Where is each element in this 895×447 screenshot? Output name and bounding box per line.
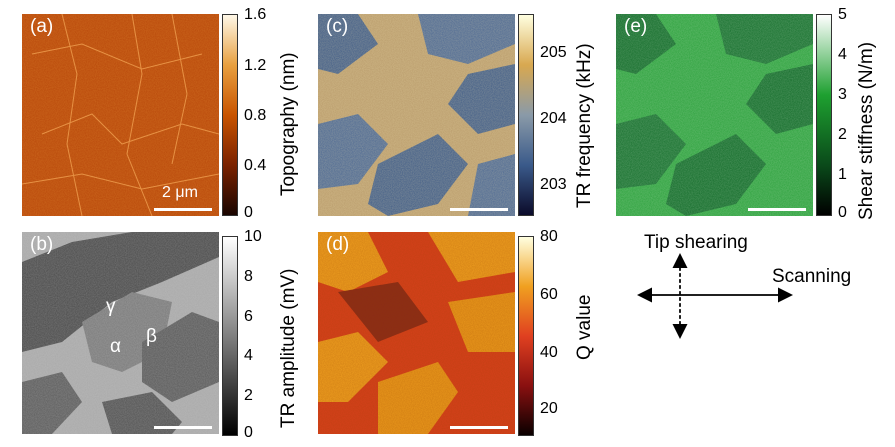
colorbar-label-c: TR frequency (kHz) [574,43,595,208]
panel-label-a: (a) [30,16,54,37]
tick-d-2: 40 [540,344,558,361]
panel-b-amplitude-image: (b) γ α β [22,232,219,434]
direction-arrows [637,253,793,339]
colorbar-a [222,14,238,216]
colorbar-d [518,236,534,436]
tick-c-1: 204 [540,110,567,127]
phase-label-beta: β [146,326,157,347]
tip-shearing-label: Tip shearing [644,232,748,253]
scale-bar [154,208,212,211]
colorbar-label-a: Topography (nm) [278,52,299,196]
tick-b-2: 6 [244,308,253,325]
tick-b-5: 0 [244,424,253,441]
panel-e-stiffness-image: (e) [616,14,813,216]
panel-label-b: (b) [30,234,54,255]
colorbar-e [816,14,832,216]
tick-e-4: 1 [838,166,847,183]
tick-b-1: 8 [244,268,253,285]
tick-e-5: 0 [838,204,847,221]
stiffness-image [616,14,813,216]
frequency-image [318,14,515,216]
tick-c-2: 203 [540,176,567,193]
topography-image [22,14,219,216]
scale-bar-c [450,208,508,211]
scale-bar-label: 2 μm [162,184,198,201]
panel-d-qvalue-image: (d) [318,232,515,434]
panel-label-e: (e) [624,16,648,37]
tick-a-3: 0.4 [244,157,267,174]
colorbar-label-e: Shear stiffness (N/m) [856,41,877,220]
tick-d-3: 20 [540,400,558,417]
tick-b-4: 2 [244,387,253,404]
panel-c-frequency-image: (c) [318,14,515,216]
tick-e-1: 4 [838,46,847,63]
tick-a-0: 1.6 [244,6,267,23]
qvalue-image [318,232,515,434]
colorbar-c [518,14,534,216]
tick-a-4: 0 [244,204,253,221]
tick-d-1: 60 [540,286,558,303]
colorbar-b [222,236,238,436]
scale-bar-d [450,426,508,429]
colorbar-label-b: TR amplitude (mV) [278,268,299,428]
colorbar-label-d: Q value [574,294,595,360]
tick-b-3: 4 [244,347,253,364]
tick-d-0: 80 [540,228,558,245]
scanning-label: Scanning [772,266,852,287]
tick-a-1: 1.2 [244,57,267,74]
tick-e-0: 5 [838,6,847,23]
phase-label-alpha: α [110,336,121,357]
tick-b-0: 10 [244,228,262,245]
scale-bar-b [154,426,212,429]
amplitude-image [22,232,219,434]
tick-e-3: 2 [838,126,847,143]
panel-label-c: (c) [326,16,349,37]
phase-label-gamma: γ [106,296,116,317]
scale-bar-e [748,208,806,211]
panel-label-d: (d) [326,234,350,255]
panel-a-topography-image: (a) 2 μm [22,14,219,216]
tick-c-0: 205 [540,44,567,61]
tick-e-2: 3 [838,86,847,103]
tick-a-2: 0.8 [244,107,267,124]
